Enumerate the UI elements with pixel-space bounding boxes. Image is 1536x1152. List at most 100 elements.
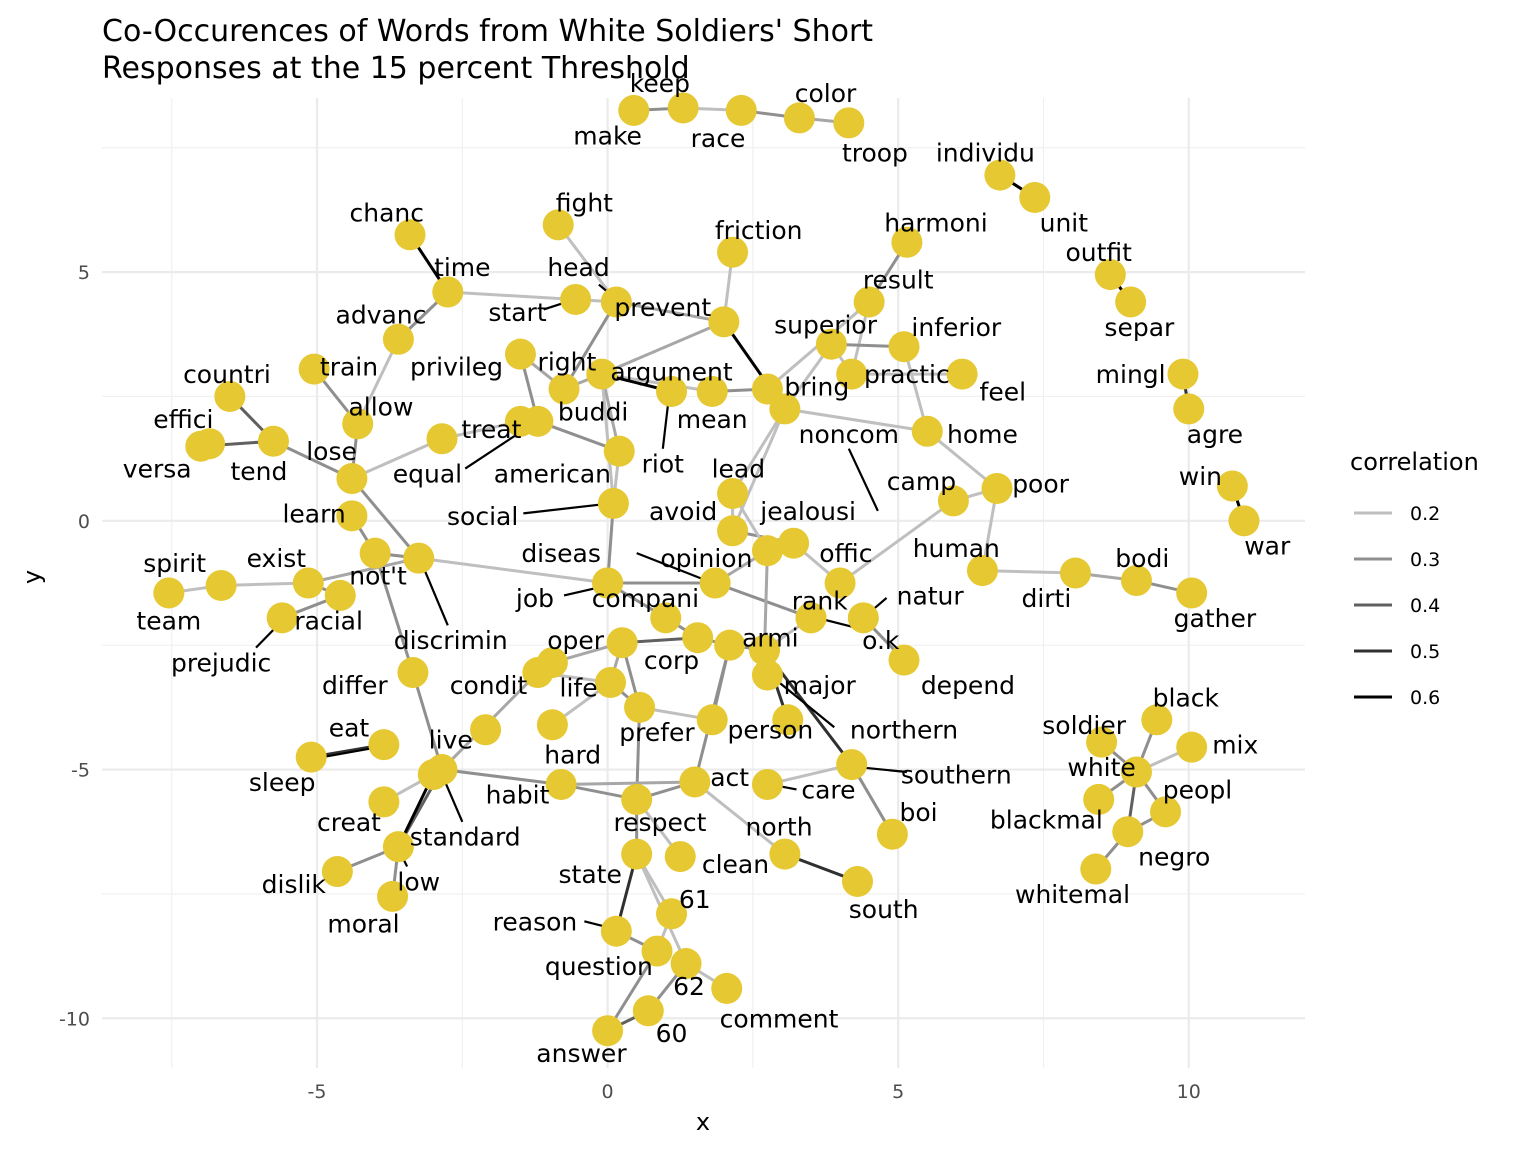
node-tend: [257, 425, 289, 457]
node-creat: [368, 786, 400, 818]
label-discrimin: discrimin: [394, 626, 508, 655]
node-armi2: [749, 634, 781, 666]
label-tend: tend: [230, 457, 287, 486]
edge-offic-camp: [839, 499, 955, 585]
node-win: [1216, 470, 1248, 502]
edge-jealousi2-armi2: [763, 550, 769, 651]
node-job: [592, 567, 624, 599]
edge-human-dirti: [982, 569, 1076, 575]
label-diseas: diseas: [521, 539, 601, 568]
label-unit: unit: [1040, 208, 1089, 237]
node-boi: [876, 818, 908, 850]
node-natur: [847, 602, 879, 634]
node-bodi: [1120, 565, 1152, 597]
label-61: 61: [679, 885, 711, 914]
legend-label-0.3: 0.3: [1410, 549, 1440, 571]
label-person: person: [727, 716, 813, 745]
node-racial: [324, 579, 356, 611]
edge-habit-live2: [441, 768, 562, 786]
legend: correlation 0.2 0.3 0.4 0.5 0.6: [1350, 448, 1479, 709]
label-lead: lead: [712, 455, 766, 484]
edge-fight-head: [557, 223, 618, 303]
label-prefer: prefer: [619, 718, 695, 747]
x-tick-label: 0: [602, 1081, 614, 1103]
label-team: team: [136, 606, 201, 635]
node-mingl: [1167, 358, 1199, 390]
node-discrimin: [403, 542, 435, 574]
node-white: [1120, 756, 1152, 788]
node-labels: keep make race color troop individu unitoutfit…: [123, 69, 1291, 1068]
leader-discrimin: [420, 562, 449, 626]
node-armi: [714, 629, 746, 661]
label-outfit: outfit: [1065, 238, 1132, 267]
label-argument: argument: [610, 358, 732, 387]
node-compani: [650, 602, 682, 634]
label-countri: countri: [183, 360, 271, 389]
node-corp: [682, 622, 714, 654]
label-allow: allow: [348, 392, 413, 421]
label-riot: riot: [642, 450, 685, 479]
label-north: north: [746, 813, 813, 842]
node-separ: [1115, 286, 1147, 318]
label-creat: creat: [317, 808, 381, 837]
label-gather: gather: [1174, 604, 1257, 633]
node-nott: [359, 537, 391, 569]
node-camp: [937, 485, 969, 517]
label-treat: treat: [461, 415, 521, 444]
label-result: result: [863, 266, 934, 295]
node-team: [153, 577, 185, 609]
leader-noncom: [847, 448, 879, 512]
node-individu: [984, 159, 1016, 191]
y-tick-label: 5: [78, 262, 90, 284]
node-bring: [751, 373, 783, 405]
node-learn: [336, 500, 368, 532]
label-hard: hard: [544, 741, 601, 770]
node-act: [679, 766, 711, 798]
node-soldier: [1086, 726, 1118, 758]
node-buddi: [522, 405, 554, 437]
label-opinion: opinion: [660, 544, 752, 573]
label-rank: rank: [792, 586, 848, 615]
node-poor: [981, 472, 1013, 504]
label-effici: effici: [153, 405, 213, 434]
node-prevent: [708, 306, 740, 338]
edge-discrimin-diseas: [418, 556, 608, 585]
label-oper: oper: [547, 626, 605, 655]
label-offic: offic: [819, 539, 872, 568]
label-south: south: [849, 895, 919, 924]
node-hard: [536, 709, 568, 741]
node-spirit: [205, 569, 237, 601]
label-bring: bring: [784, 373, 849, 402]
node-black: [1141, 704, 1173, 736]
node-harmoni: [891, 226, 923, 258]
label-time: time: [434, 253, 490, 282]
node-mean: [696, 375, 728, 407]
label-leader-lines: [255, 283, 908, 930]
node-riot: [656, 375, 688, 407]
node-exist: [292, 567, 324, 599]
node-prejudic: [266, 602, 298, 634]
node-southern: [836, 749, 868, 781]
node-argument: [586, 358, 618, 390]
node-state: [621, 838, 653, 870]
label-mean: mean: [677, 405, 748, 434]
label-social: social: [447, 502, 518, 531]
label-equal: equal: [393, 460, 462, 489]
node-62: [670, 948, 702, 980]
node-race: [725, 94, 757, 126]
node-unit: [1019, 181, 1051, 213]
label-racial: racial: [294, 606, 363, 635]
node-respect: [621, 783, 653, 815]
edge-act-north: [693, 780, 786, 856]
node-troop: [833, 107, 865, 139]
node-color: [783, 102, 815, 134]
label-make: make: [573, 121, 642, 150]
node-low: [382, 831, 414, 863]
node-start: [560, 283, 592, 315]
label-train: train: [320, 353, 378, 382]
label-state: state: [559, 860, 622, 889]
node-advanc: [382, 323, 414, 355]
node-south: [842, 865, 874, 897]
label-spirit: spirit: [143, 549, 206, 578]
node-lead: [717, 477, 749, 509]
